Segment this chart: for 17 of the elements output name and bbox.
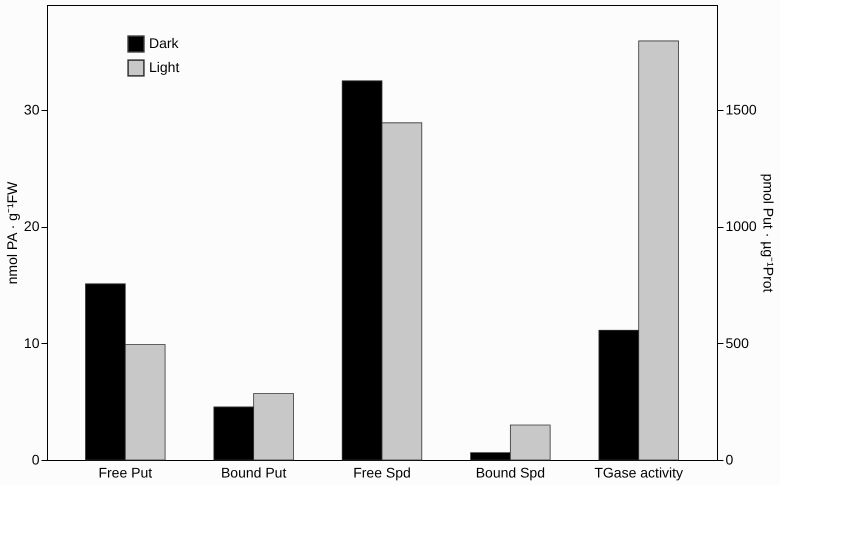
y2-tick-label: 1500 xyxy=(726,102,757,118)
y-tick-label: 20 xyxy=(24,218,40,234)
x-tick-label: TGase activity xyxy=(594,464,684,480)
x-tick-label: Bound Put xyxy=(220,464,286,480)
y2-tick-label: 0 xyxy=(726,452,734,468)
y2-axis-title: pmol Put · µg⁻¹Prot xyxy=(760,174,777,293)
x-tick-label: Free Spd xyxy=(353,464,411,480)
y-axis-title: nmol PA · g⁻¹FW xyxy=(4,180,20,284)
legend-label: Light xyxy=(149,59,180,75)
x-tick-label: Bound Spd xyxy=(476,464,545,480)
y-tick-label: 10 xyxy=(24,334,40,351)
y2-tick-label: 1000 xyxy=(726,218,757,234)
x-tick-label: Free Put xyxy=(98,464,152,480)
y-tick-label: 30 xyxy=(24,102,40,118)
legend-label: Dark xyxy=(149,35,180,51)
y2-tick-label: 500 xyxy=(726,334,750,351)
y-tick-label: 0 xyxy=(32,452,40,468)
